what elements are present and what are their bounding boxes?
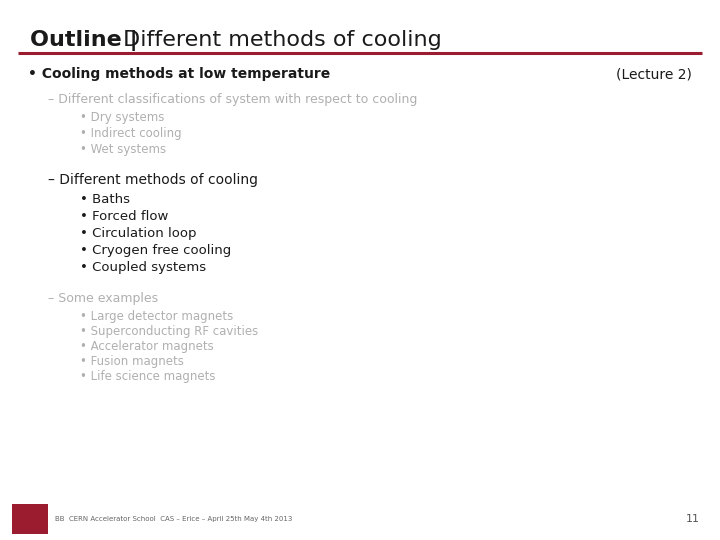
Text: • Superconducting RF cavities: • Superconducting RF cavities [80, 325, 258, 338]
Text: • Coupled systems: • Coupled systems [80, 261, 206, 274]
Text: BB  CERN Accelerator School  CAS – Erice – April 25th May 4th 2013: BB CERN Accelerator School CAS – Erice –… [55, 516, 292, 522]
Text: Outline |: Outline | [30, 30, 138, 51]
Text: • Indirect cooling: • Indirect cooling [80, 127, 181, 140]
Text: • Cooling methods at low temperature: • Cooling methods at low temperature [28, 67, 330, 81]
Text: • Fusion magnets: • Fusion magnets [80, 355, 184, 368]
Text: • Baths: • Baths [80, 193, 130, 206]
Bar [12, 504, 48, 534]
Text: • Accelerator magnets: • Accelerator magnets [80, 340, 214, 353]
Text: – Some examples: – Some examples [48, 292, 158, 305]
Text: (Lecture 2): (Lecture 2) [616, 67, 692, 81]
Text: Different methods of cooling: Different methods of cooling [116, 30, 442, 50]
Text: • Circulation loop: • Circulation loop [80, 227, 197, 240]
Text: • Wet systems: • Wet systems [80, 143, 166, 156]
Text: 11: 11 [686, 514, 700, 524]
Text: • Forced flow: • Forced flow [80, 210, 168, 223]
Text: • Dry systems: • Dry systems [80, 111, 164, 124]
Text: – Different classifications of system with respect to cooling: – Different classifications of system wi… [48, 93, 418, 106]
Text: • Cryogen free cooling: • Cryogen free cooling [80, 244, 231, 257]
Text: • Large detector magnets: • Large detector magnets [80, 310, 233, 323]
Text: – Different methods of cooling: – Different methods of cooling [48, 173, 258, 187]
Text: • Life science magnets: • Life science magnets [80, 370, 215, 383]
